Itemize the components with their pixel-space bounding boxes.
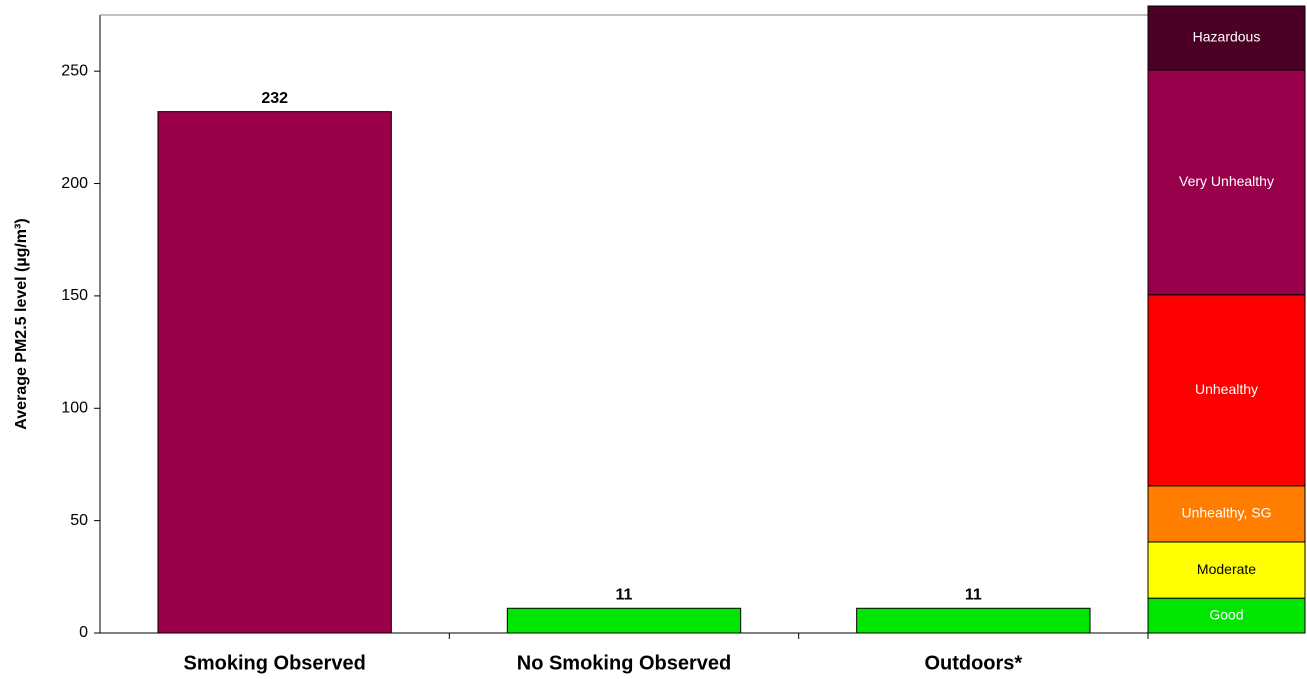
aqi-band <box>1147 69 1306 296</box>
aqi-band-label: Unhealthy <box>1195 381 1258 397</box>
y-tick-label: 100 <box>61 399 88 416</box>
aqi-band-label: Moderate <box>1197 561 1256 577</box>
value-label: 11 <box>616 586 633 603</box>
bar <box>856 607 1091 634</box>
aqi-band <box>1147 5 1306 71</box>
y-axis-label: Average PM2.5 level (µg/m³) <box>13 218 30 429</box>
y-tick-label: 0 <box>79 624 88 641</box>
bar <box>157 111 392 634</box>
value-label: 11 <box>965 586 982 603</box>
aqi-band-label: Good <box>1209 606 1243 622</box>
x-tick-label: No Smoking Observed <box>517 652 732 674</box>
y-tick-label: 150 <box>61 287 88 304</box>
aqi-band-label: Unhealthy, SG <box>1181 505 1271 521</box>
x-tick-label: Smoking Observed <box>184 652 366 674</box>
bar <box>506 607 742 634</box>
aqi-band <box>1147 597 1306 634</box>
aqi-band-label: Hazardous <box>1193 29 1261 45</box>
y-tick-label: 50 <box>70 512 88 529</box>
x-tick-label: Outdoors* <box>924 652 1022 674</box>
aqi-band-label: Very Unhealthy <box>1179 173 1274 189</box>
y-tick-label: 200 <box>61 175 88 192</box>
y-tick-label: 250 <box>61 62 88 79</box>
value-label: 232 <box>261 90 288 107</box>
